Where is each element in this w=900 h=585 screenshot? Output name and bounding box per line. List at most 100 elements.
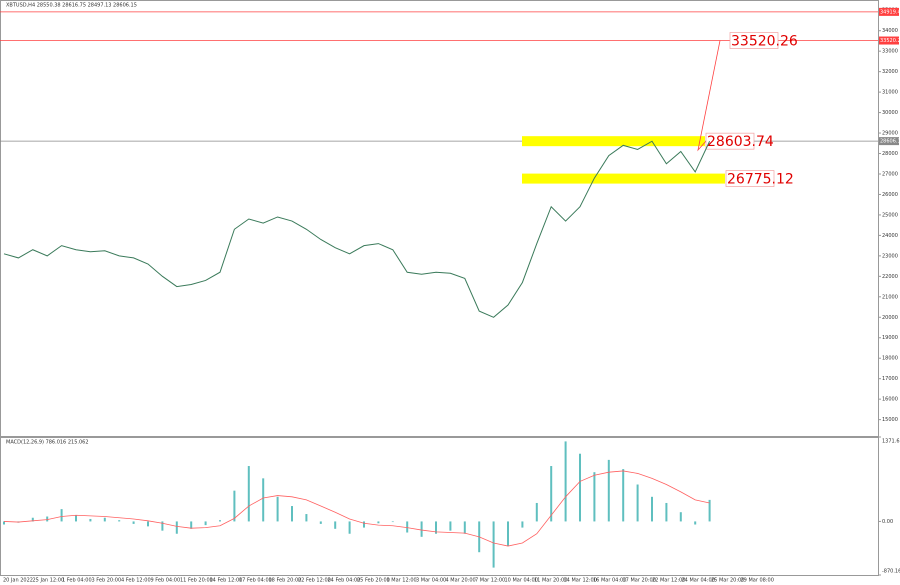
- x-tick-label: 11 Mar 20:00: [534, 578, 567, 584]
- price-tag: [879, 7, 899, 16]
- y-tick-label: 31000: [882, 90, 898, 96]
- y-tick-label: 15000: [882, 417, 898, 423]
- macd-bar: [564, 441, 567, 522]
- macd-bar: [550, 466, 553, 522]
- y-tick-label: 0.00: [882, 519, 893, 525]
- price-tag-label: 28606.15: [880, 139, 900, 145]
- x-tick-label: 25 Feb 20:00: [357, 578, 390, 584]
- macd-bar: [492, 521, 495, 568]
- annotation-box: [729, 32, 779, 49]
- x-tick-label: 3 Feb 20:00: [92, 578, 122, 584]
- macd-bar: [507, 521, 509, 547]
- y-tick-label: 23000: [882, 253, 898, 259]
- chart-title: XBTUSD,H4 28550.38 28616.75 28497.13 286…: [6, 3, 137, 9]
- y-tick-label: 16000: [882, 397, 898, 403]
- macd-bar: [46, 516, 49, 522]
- macd-bar: [204, 521, 207, 526]
- x-tick-label: 29 Mar 08:00: [741, 578, 774, 584]
- macd-bar: [420, 521, 423, 537]
- macd-bar: [521, 521, 524, 528]
- x-tick-label: 10 Mar 04:00: [505, 578, 538, 584]
- macd-bar: [319, 521, 322, 524]
- macd-title: MACD(12,26,9) 786.016 215.062: [6, 440, 89, 446]
- y-tick-label: 30000: [882, 110, 898, 116]
- macd-bar: [593, 472, 596, 522]
- macd-bar: [334, 521, 337, 529]
- x-tick-label: 25 Jan 12:00: [33, 578, 65, 584]
- x-tick-label: 18 Feb 20:00: [269, 578, 302, 584]
- macd-bar: [449, 521, 452, 531]
- macd-bar: [435, 521, 437, 534]
- x-tick-label: 9 Feb 04:00: [151, 578, 181, 584]
- macd-bar: [622, 469, 625, 522]
- macd-bar: [60, 509, 63, 522]
- x-tick-label: 24 Mar 04:00: [682, 578, 715, 584]
- macd-bar: [262, 478, 265, 522]
- x-tick-label: 24 Feb 04:00: [328, 578, 361, 584]
- y-tick-label: 24000: [882, 233, 898, 239]
- y-tick-label: 34000: [882, 28, 898, 34]
- x-tick-label: 14 Feb 12:00: [210, 578, 243, 584]
- y-tick-label: 1371.617: [882, 439, 900, 445]
- macd-bar: [175, 521, 178, 534]
- macd-bar: [636, 484, 639, 522]
- macd-bar: [607, 459, 610, 522]
- y-tick-label: 21000: [882, 294, 898, 300]
- macd-bar: [291, 506, 293, 522]
- signal-line: [3, 470, 710, 547]
- y-tick-label: 27000: [882, 171, 898, 177]
- macd-bar: [247, 466, 250, 522]
- x-tick-label: 4 Feb 12:00: [121, 578, 151, 584]
- macd-bar: [118, 520, 121, 522]
- x-tick-label: 17 Mar 20:00: [623, 578, 656, 584]
- macd-bar: [89, 518, 92, 522]
- trend-arrow: [697, 40, 721, 152]
- macd-bar: [147, 521, 149, 527]
- macd-bar: [161, 521, 164, 531]
- x-tick-label: 4 Mar 20:00: [446, 578, 476, 584]
- macd-bar: [75, 515, 77, 522]
- price-tag: [879, 36, 899, 45]
- y-tick-label: 33000: [882, 49, 898, 55]
- y-tick-label: 19000: [882, 335, 898, 341]
- y-tick-label: 25000: [882, 212, 898, 218]
- zone-band: [522, 136, 705, 147]
- macd-bar: [305, 514, 308, 522]
- zone-band: [522, 173, 725, 184]
- x-tick-label: 25 Mar 20:00: [711, 578, 744, 584]
- price-line: [3, 140, 711, 318]
- annotation-box: [705, 132, 755, 150]
- x-tick-label: 14 Mar 12:00: [564, 578, 597, 584]
- x-tick-label: 17 Feb 04:00: [239, 578, 272, 584]
- annotation-label: 33520.26: [731, 34, 798, 50]
- y-tick-label: 28000: [882, 151, 898, 157]
- macd-bar: [679, 512, 682, 522]
- x-tick-label: 3 Mar 04:00: [416, 578, 446, 584]
- macd-pane: [0, 437, 879, 576]
- macd-bar: [31, 517, 34, 522]
- macd-bar: [377, 521, 380, 524]
- macd-bar: [391, 521, 394, 523]
- y-tick-label: 18000: [882, 356, 898, 362]
- y-tick-label: 20000: [882, 315, 898, 321]
- x-tick-label: 20 Jan 2022: [3, 578, 33, 584]
- macd-bar: [665, 502, 668, 522]
- macd-bar: [579, 453, 581, 522]
- x-tick-label: 22 Feb 12:00: [298, 578, 331, 584]
- x-tick-label: 22 Mar 12:00: [652, 578, 685, 584]
- macd-bar: [190, 521, 193, 529]
- x-tick-label: 7 Mar 12:00: [475, 578, 505, 584]
- macd-bar: [651, 496, 653, 522]
- x-tick-label: 1 Feb 04:00: [62, 578, 92, 584]
- macd-bar: [3, 521, 5, 525]
- macd-bar: [463, 521, 466, 534]
- y-tick-label: 17000: [882, 376, 898, 382]
- macd-bar: [219, 520, 221, 522]
- annotation-box: [725, 170, 775, 187]
- annotation-label: 26775.12: [727, 172, 794, 188]
- macd-bar: [694, 521, 697, 525]
- price-tag-label: 33520.26: [880, 38, 900, 44]
- macd-bar: [708, 499, 711, 522]
- macd-bar: [233, 490, 236, 522]
